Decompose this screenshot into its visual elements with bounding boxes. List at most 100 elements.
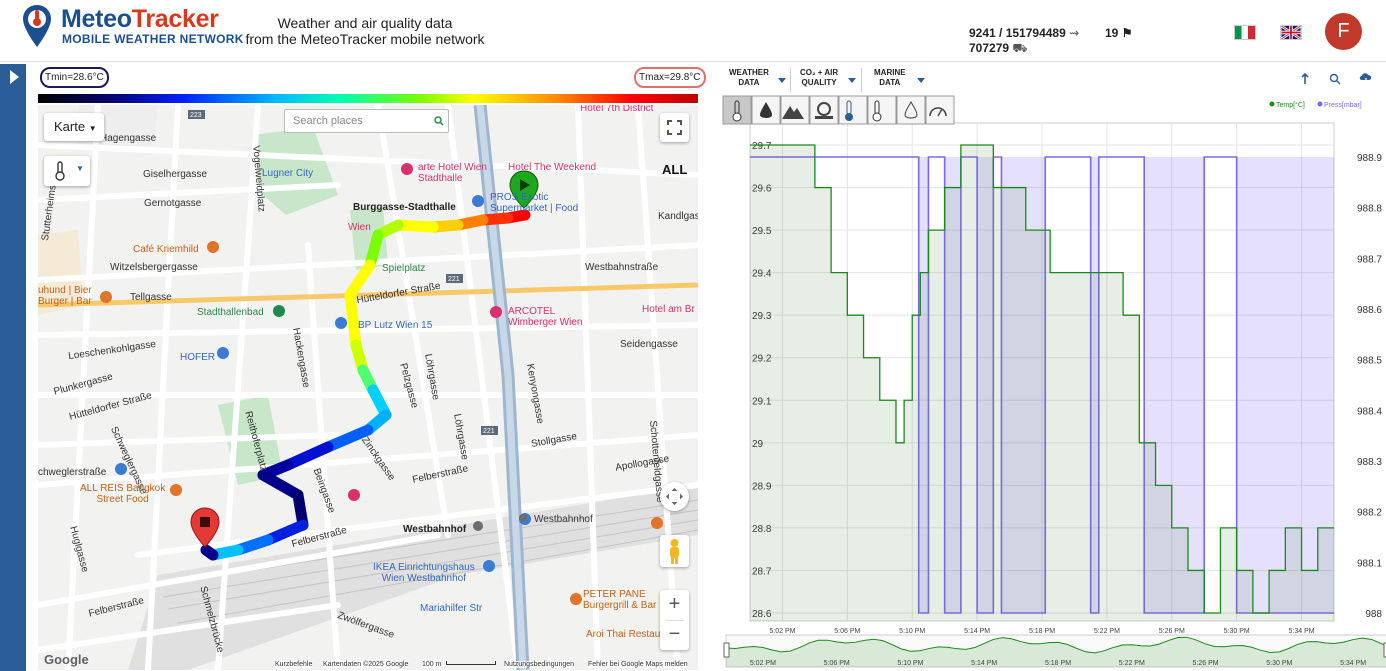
scale-label: 100 m [422, 661, 442, 668]
poi-label[interactable]: PROS Exotic Supermarket | Food [490, 192, 579, 214]
navigator-tick-label: 5:10 PM [897, 660, 923, 667]
x-tick-label: 5:14 PM [964, 628, 990, 635]
dew-point-icon [838, 95, 868, 125]
map-type-dropdown[interactable]: Karte ▼ [44, 113, 104, 141]
meteotracker-logo-icon[interactable] [22, 4, 52, 48]
poi-label[interactable]: Hotel am Br [642, 304, 695, 315]
y-right-tick-label: 988.5 [1357, 356, 1382, 367]
y-left-tick-label: 29.1 [752, 396, 772, 407]
poi-label[interactable]: IKEA Einrichtungshaus Wien Westbahnhof [373, 562, 475, 584]
station-label[interactable]: Westbahnhof [534, 514, 593, 525]
navigator-tick-label: 5:18 PM [1045, 660, 1071, 667]
chevron-down-icon: ▼ [76, 164, 84, 173]
x-tick-label: 5:18 PM [1029, 628, 1055, 635]
tmin-badge: Tmin=28.6°C [40, 67, 109, 88]
y-left-tick-label: 28.6 [752, 609, 772, 620]
report-error-link[interactable]: Fehler bei Google Maps melden [588, 661, 688, 668]
heat-index-icon [815, 116, 833, 119]
x-tick-label: 5:06 PM [834, 628, 860, 635]
side-panel-toggle[interactable] [0, 64, 26, 671]
navigator-area [726, 637, 1386, 667]
street-label: Kandlgass [658, 211, 698, 222]
navigator-tick-label: 5:34 PM [1340, 660, 1366, 667]
user-avatar[interactable]: F [1325, 13, 1362, 50]
poi-label[interactable]: Stadthallenbad [197, 307, 264, 318]
navigator-tick-label: 5:26 PM [1193, 660, 1219, 667]
station-label[interactable]: Westbahnhof [403, 524, 467, 535]
poi-label[interactable]: Lugner City [262, 168, 314, 179]
brand-meteo: Meteo [61, 5, 132, 33]
zoom-out-button[interactable]: − [668, 623, 681, 645]
tagline-line-1: Weather and air quality data [277, 15, 453, 31]
street-label: chweglerstraße [38, 467, 107, 478]
poi-label[interactable]: BP Lutz Wien 15 [358, 320, 433, 331]
weather-data-dropdown[interactable]: WEATHER DATA [729, 68, 769, 87]
y-left-tick-label: 29.4 [752, 269, 772, 280]
chevron-down-icon[interactable] [778, 78, 786, 83]
poi-label[interactable]: HOFER [180, 352, 215, 363]
poi-label[interactable]: Hotel 7th District [580, 105, 654, 114]
street-view-pegman[interactable] [660, 535, 689, 567]
zoom-in-button[interactable]: + [668, 593, 681, 615]
expand-arrow-icon[interactable] [10, 70, 19, 84]
poi-label[interactable]: Aroi Thai Restau [586, 629, 661, 640]
italian-flag-icon[interactable] [1234, 25, 1256, 40]
poi-label[interactable]: ARCOTEL Wimberger Wien [508, 306, 583, 328]
sensor-selector-dropdown[interactable]: ▼ [44, 156, 90, 186]
y-left-tick-label: 29.7 [752, 141, 772, 152]
poi-label[interactable]: uhund | Bier Burger | Bar [38, 285, 92, 307]
fullscreen-button[interactable] [660, 113, 689, 142]
y-right-tick-label: 988.6 [1357, 305, 1382, 316]
station-label[interactable]: Burggasse-Stadthalle [353, 202, 456, 213]
brand-tracker: Tracker [131, 5, 219, 33]
temp-area [750, 145, 1334, 621]
points-value: 9241 / 151794489 [969, 26, 1066, 40]
map-view[interactable]: 223 221 221 Hagengasse Giselhergasse Ger… [38, 105, 698, 670]
poi-label[interactable]: Hotel The Weekend [508, 162, 597, 173]
svg-text:221: 221 [483, 428, 495, 435]
y-right-tick-label: 988.1 [1357, 558, 1382, 569]
poi-label[interactable]: Mariahilfer Str [420, 603, 483, 614]
chevron-down-icon[interactable] [917, 78, 925, 83]
all-tracks-toggle[interactable]: ALL [662, 162, 688, 177]
terms-link[interactable]: Nutzungsbedingungen [504, 661, 575, 668]
navigator-handle-left[interactable] [723, 642, 730, 658]
poi-label[interactable]: Wien [348, 222, 371, 233]
brand-name: MeteoTracker [61, 5, 219, 34]
move-icon [666, 488, 683, 505]
poi-label[interactable]: PETER PANE Burgergrill & Bar [583, 589, 657, 611]
car-icon: ⛟ [1012, 41, 1028, 55]
time-series-chart[interactable]: 5:02 PM 5:06 PM 5:10 PM 5:14 PM 5:18 PM 5:22 … [722, 95, 1386, 671]
map-canvas[interactable]: 223 221 221 [38, 105, 698, 670]
flag-route-icon: ⚑ [1121, 26, 1133, 40]
chevron-down-icon[interactable] [848, 78, 856, 83]
y-left-tick-label: 28.9 [752, 481, 772, 492]
co2-air-quality-dropdown[interactable]: CO₂ + AIR QUALITY [800, 68, 839, 87]
chart-panel[interactable]: 5:02 PM 5:06 PM 5:10 PM 5:14 PM 5:18 PM 5:22 … [722, 95, 1386, 671]
y-right-tick-label: 988.3 [1357, 457, 1382, 468]
poi-label[interactable]: ALL REIS Bangkok Street Food [80, 483, 166, 505]
street-label: Witzelsbergergasse [110, 262, 198, 273]
tmax-badge: Tmax=29.8°C [634, 67, 706, 88]
pressure-gauge-icon [937, 108, 943, 117]
camera-control-button[interactable] [660, 482, 689, 511]
uk-flag-icon[interactable] [1280, 25, 1302, 40]
thermometer-icon [55, 161, 65, 181]
y-right-tick-label: 988 [1365, 609, 1382, 620]
upload-arrow-icon[interactable] [1300, 73, 1310, 85]
svg-text:221: 221 [448, 276, 460, 283]
navigator-handle-right[interactable] [1383, 642, 1386, 658]
poi-label[interactable]: Spielplatz [382, 263, 426, 274]
zoom-icon[interactable] [1329, 73, 1341, 85]
legend-label: Press[mbar] [1324, 102, 1362, 109]
search-input[interactable]: Search places [284, 109, 449, 133]
fullscreen-icon [667, 120, 682, 135]
x-tick-label: 5:02 PM [769, 628, 795, 635]
marine-data-dropdown[interactable]: MARINE DATA [874, 68, 906, 87]
keyboard-shortcuts-link[interactable]: Kurzbefehle [275, 661, 313, 668]
poi-label[interactable]: arte Hotel Wien Stadthalle [418, 162, 487, 184]
google-logo[interactable]: Google [44, 652, 89, 667]
search-icon[interactable] [434, 116, 444, 126]
cloud-download-icon[interactable] [1359, 72, 1373, 85]
poi-label[interactable]: Café Kriemhild [133, 244, 199, 255]
